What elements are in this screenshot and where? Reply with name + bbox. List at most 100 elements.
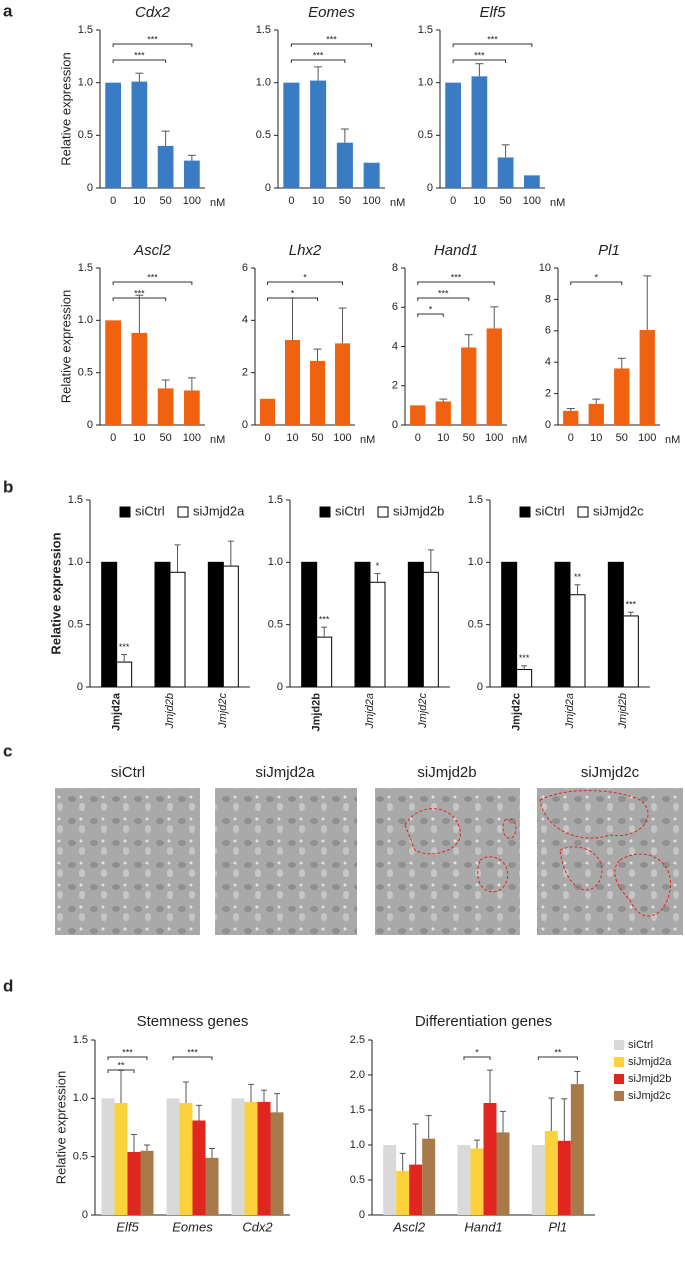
bar <box>354 561 371 688</box>
y-tick-label: 0.5 <box>418 129 433 141</box>
y-tick-label: 0 <box>242 419 248 431</box>
bar <box>207 561 224 688</box>
significance-bracket <box>452 43 533 47</box>
bar <box>470 1148 484 1215</box>
image-label: siCtrl <box>111 764 145 781</box>
y-tick-label: 0.5 <box>268 619 283 631</box>
significance-bracket <box>417 297 470 301</box>
y-tick-label: 2.0 <box>350 1069 365 1081</box>
y-tick-label: 4 <box>545 356 551 368</box>
image-label: siJmjd2a <box>255 764 315 781</box>
x-tick-label: 50 <box>160 432 172 444</box>
bar <box>422 571 439 688</box>
x-tick-label: 10 <box>590 432 602 444</box>
significance-label: *** <box>326 34 337 44</box>
x-tick-label: Jmjd2b <box>311 693 323 732</box>
legend-swatch <box>519 506 531 518</box>
panel-label: c <box>3 741 12 760</box>
significance-label: * <box>291 288 295 298</box>
bar <box>184 160 200 188</box>
legend-swatch <box>577 506 589 518</box>
significance-label: ** <box>117 1060 125 1070</box>
y-tick-label: 4 <box>242 314 248 326</box>
bar <box>563 410 579 425</box>
y-tick-label: 0 <box>427 182 433 194</box>
gene-title: Eomes <box>308 4 355 21</box>
significance-bracket <box>417 281 495 285</box>
y-tick-label: 0 <box>359 1209 365 1221</box>
y-tick-label: 0 <box>277 681 283 693</box>
chart-title: Stemness genes <box>137 1013 249 1030</box>
y-tick-label: 0.5 <box>73 1151 88 1163</box>
bar <box>614 368 630 425</box>
bar <box>457 1145 471 1215</box>
bar <box>435 401 451 425</box>
unit-label: nM <box>210 197 225 209</box>
significance-label: * <box>303 272 307 282</box>
bar <box>622 615 639 688</box>
bar <box>283 82 300 188</box>
panel-label: b <box>3 477 13 496</box>
significance-label: *** <box>147 34 158 44</box>
significance-label: *** <box>519 653 530 663</box>
significance-label: *** <box>319 615 330 625</box>
bar <box>105 82 121 188</box>
legend-swatch <box>377 506 389 518</box>
legend-label: siJmjd2a <box>193 503 245 518</box>
y-tick-label: 0.5 <box>78 367 93 379</box>
x-tick-label: Jmjd2a <box>111 692 123 731</box>
bar <box>222 565 239 688</box>
micrograph <box>375 788 520 935</box>
bar <box>496 1132 510 1215</box>
legend-label: siJmjd2b <box>628 1073 671 1085</box>
legend-swatch <box>177 506 189 518</box>
significance-bracket <box>112 59 167 63</box>
y-tick-label: 6 <box>392 301 398 313</box>
y-tick-label: 1.0 <box>68 556 83 568</box>
bar <box>639 330 655 425</box>
y-axis-label: Relative expression <box>53 1071 68 1184</box>
y-tick-label: 1.5 <box>78 262 93 274</box>
x-tick-label: 10 <box>133 432 145 444</box>
panel-label: a <box>3 1 13 20</box>
x-tick-label: 100 <box>333 432 351 444</box>
unit-label: nM <box>512 434 527 446</box>
y-tick-label: 1.0 <box>268 556 283 568</box>
y-tick-label: 1.5 <box>268 494 283 506</box>
significance-bracket <box>452 59 507 63</box>
bar <box>544 1131 558 1215</box>
significance-label: *** <box>187 1047 198 1057</box>
x-tick-label: Cdx2 <box>242 1219 273 1234</box>
bar <box>116 661 133 688</box>
micrograph <box>215 788 357 935</box>
bar <box>270 1112 284 1215</box>
y-tick-label: 1.5 <box>68 494 83 506</box>
gene-title: Lhx2 <box>289 242 322 259</box>
micrograph <box>55 788 200 935</box>
x-tick-label: 0 <box>288 195 294 207</box>
x-tick-label: Jmjd2c <box>417 693 429 729</box>
bar <box>244 1101 258 1215</box>
significance-label: ** <box>574 572 582 582</box>
significance-label: * <box>429 304 433 314</box>
bar <box>369 581 386 688</box>
y-tick-label: 1.0 <box>468 556 483 568</box>
gene-title: Hand1 <box>434 242 478 259</box>
panel-label: d <box>3 976 13 995</box>
significance-label: *** <box>451 272 462 282</box>
x-tick-label: 0 <box>415 432 421 444</box>
bar <box>422 1138 436 1215</box>
legend-swatch <box>614 1057 624 1067</box>
y-tick-label: 0 <box>545 419 551 431</box>
x-tick-label: 100 <box>523 195 541 207</box>
significance-bracket <box>267 281 343 285</box>
bar <box>140 1150 154 1215</box>
unit-label: nM <box>210 434 225 446</box>
y-tick-label: 1.5 <box>468 494 483 506</box>
y-tick-label: 2 <box>545 388 551 400</box>
bar <box>154 561 171 688</box>
y-tick-label: 0 <box>87 419 93 431</box>
y-tick-label: 0.5 <box>256 129 271 141</box>
significance-bracket <box>107 1056 148 1060</box>
bar <box>483 1103 497 1215</box>
